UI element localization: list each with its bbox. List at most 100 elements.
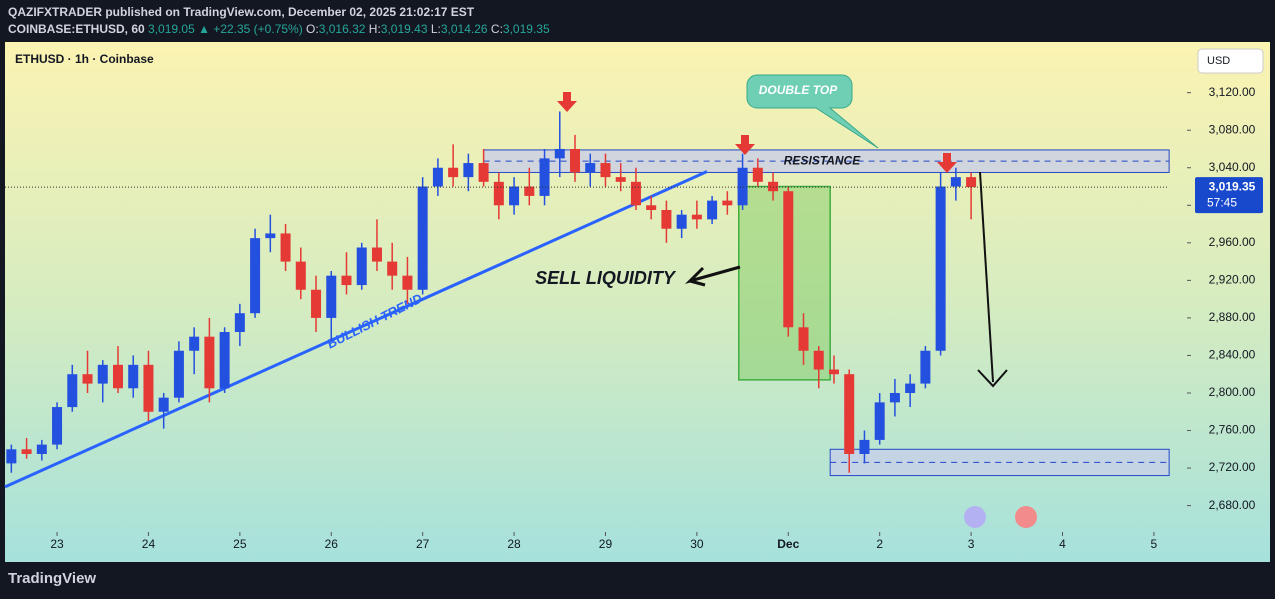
projection-arrow [979, 171, 994, 383]
candle-body [661, 209, 672, 229]
candle-body [752, 167, 763, 182]
close-label: C: [490, 22, 503, 36]
y-tick-label: 2,840.00 [1209, 348, 1256, 362]
red-arrow [937, 153, 957, 173]
x-tick-label: 2 [876, 537, 883, 551]
event-icon[interactable] [964, 506, 986, 528]
candle-body [935, 186, 946, 351]
candle-body [615, 177, 626, 182]
candle-body [173, 350, 184, 398]
close: 3,019.35 [502, 22, 550, 36]
candle-body [326, 275, 337, 318]
candle-body [52, 407, 63, 445]
candle-body [189, 336, 200, 351]
candle-body [509, 186, 520, 206]
candle-body [676, 214, 687, 229]
low-label: L: [430, 22, 441, 36]
candle-body [722, 200, 733, 206]
high: 3,019.43 [380, 22, 428, 36]
candle-body [585, 163, 596, 173]
x-tick-label: 3 [968, 537, 975, 551]
candle-body [448, 167, 459, 178]
candle-body [82, 374, 93, 384]
candle-body [311, 289, 322, 318]
candle-body [920, 350, 931, 384]
x-tick-label: 23 [50, 537, 64, 551]
legend-title: ETHUSD · 1h · Coinbase [15, 52, 154, 66]
candle-body [768, 181, 779, 192]
candle-body [783, 191, 794, 328]
open: 3,016.32 [318, 22, 366, 36]
candle-body [600, 163, 611, 178]
x-tick-label: 25 [233, 537, 247, 551]
sell-liquidity-label: SELL LIQUIDITY [535, 268, 677, 288]
candle-body [265, 233, 276, 239]
candle-body [478, 163, 489, 182]
candle-body [21, 449, 32, 454]
candle-body [219, 331, 230, 389]
candle-body [356, 247, 367, 286]
candle-body [341, 275, 352, 286]
candle-body [691, 214, 702, 220]
projection-arrow-head [977, 369, 1008, 388]
candle-body [874, 402, 885, 440]
candle-body [97, 364, 108, 384]
x-tick-label: Dec [777, 537, 799, 551]
candle-body [554, 148, 565, 159]
candle-body [250, 238, 261, 314]
quote-line: COINBASE:ETHUSD, 60 3,019.05 ▲ +22.35 (+… [8, 21, 550, 38]
y-tick-label: 2,720.00 [1209, 460, 1256, 474]
red-arrow [735, 135, 755, 155]
candle-body [813, 350, 824, 370]
candle-body [889, 392, 900, 403]
currency-button[interactable] [1197, 48, 1264, 74]
candle-body [570, 148, 581, 173]
candle-body [432, 167, 443, 187]
candle-body [295, 261, 306, 290]
flag-icon[interactable] [1015, 506, 1037, 528]
last: 3,019.05 [148, 22, 195, 36]
low: 3,014.26 [440, 22, 488, 36]
candle-body [371, 247, 382, 262]
x-tick-label: 29 [599, 537, 613, 551]
callout [746, 74, 879, 149]
callout-label: DOUBLE TOP [759, 83, 838, 97]
y-tick-label: 2,960.00 [1209, 235, 1256, 249]
y-tick-label: 3,080.00 [1209, 122, 1256, 136]
candle-body [539, 158, 550, 196]
candle-body [630, 181, 641, 206]
change: ▲ +22.35 (+0.75%) [198, 22, 303, 36]
zone-label: RESISTANCE [784, 153, 861, 167]
x-tick-label: 27 [416, 537, 430, 551]
publisher: QAZIFXTRADER published on TradingView.co… [8, 5, 475, 19]
candle-body [966, 177, 977, 188]
x-tick-label: 30 [690, 537, 704, 551]
candle-body [950, 177, 961, 187]
x-tick-label: 5 [1151, 537, 1158, 551]
candle-body [524, 186, 535, 196]
x-tick-label: 26 [325, 537, 339, 551]
candle-body [737, 167, 748, 206]
last-price-box [1195, 177, 1263, 214]
candle-body [67, 374, 78, 408]
y-tick-label: 2,800.00 [1209, 385, 1256, 399]
candle-body [204, 336, 215, 389]
last-price-label: 3,019.35 [1209, 179, 1256, 193]
brand: TradingView [8, 570, 97, 587]
currency: USD [1207, 55, 1230, 67]
candle-body [828, 369, 839, 375]
x-tick-label: 4 [1059, 537, 1066, 551]
candle-body [6, 449, 17, 464]
y-tick-label: 3,120.00 [1209, 85, 1256, 99]
y-tick-label: 2,760.00 [1209, 423, 1256, 437]
y-tick-label: 2,880.00 [1209, 310, 1256, 324]
candle-body [646, 205, 657, 210]
candle-body [798, 327, 809, 351]
publish-line: QAZIFXTRADER published on TradingView.co… [8, 4, 550, 21]
candle-body [36, 444, 47, 454]
candle-body [402, 275, 413, 290]
open-label: O: [306, 22, 319, 36]
candle-body [387, 261, 398, 276]
